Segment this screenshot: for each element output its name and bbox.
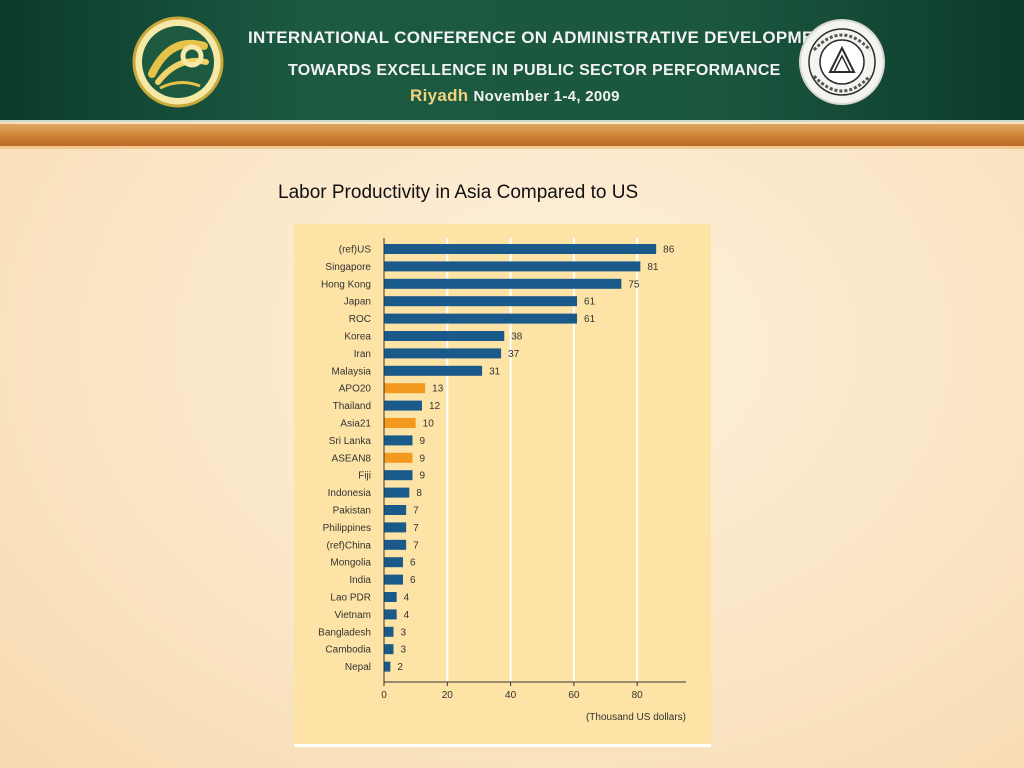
- bar: [384, 557, 403, 568]
- data-label: 7: [413, 506, 419, 517]
- data-label: 4: [404, 610, 410, 621]
- conference-city: Riyadh: [410, 86, 469, 105]
- bar: [384, 609, 397, 620]
- category-label: Vietnam: [334, 610, 371, 621]
- category-label: Iran: [354, 349, 371, 360]
- category-label: ASEAN8: [332, 453, 372, 464]
- category-label: Hong Kong: [321, 279, 371, 290]
- bar: [384, 644, 394, 655]
- category-label: India: [349, 575, 371, 586]
- x-tick-label: 40: [505, 690, 517, 701]
- category-label: Philippines: [323, 523, 371, 534]
- conference-title: INTERNATIONAL CONFERENCE ON ADMINISTRATI…: [248, 28, 837, 47]
- bar: [384, 592, 397, 602]
- bar: [384, 348, 502, 359]
- banner-divider-line: [0, 120, 1024, 122]
- bar: [384, 278, 622, 289]
- chart-panel-bottom-edge: [294, 744, 711, 747]
- x-tick-label: 80: [632, 690, 644, 701]
- category-label: Indonesia: [328, 488, 372, 499]
- data-label: 7: [413, 523, 419, 534]
- category-label: Lao PDR: [330, 593, 371, 604]
- category-label: Malaysia: [332, 366, 372, 377]
- data-label: 9: [419, 436, 425, 447]
- data-label: 86: [663, 245, 675, 256]
- conference-location-dates: Riyadh November 1-4, 2009: [410, 86, 950, 106]
- category-label: Pakistan: [333, 506, 371, 517]
- data-label: 7: [413, 540, 419, 551]
- x-tick-label: 0: [381, 690, 387, 701]
- bar: [384, 470, 413, 481]
- category-label: Korea: [344, 332, 371, 343]
- category-label: Bangladesh: [318, 627, 371, 638]
- bar: [384, 522, 407, 533]
- conference-dates: November 1-4, 2009: [473, 88, 620, 105]
- x-tick-label: 20: [442, 690, 454, 701]
- bar: [384, 400, 422, 411]
- data-label: 6: [410, 558, 416, 569]
- data-label: 8: [416, 488, 422, 499]
- bar: [384, 452, 413, 463]
- category-label: Mongolia: [330, 558, 371, 569]
- category-label: Asia21: [340, 419, 371, 430]
- data-label: 4: [404, 593, 410, 604]
- gold-band-highlight: [0, 146, 1024, 149]
- category-label: (ref)China: [327, 540, 372, 551]
- conference-subtitle: TOWARDS EXCELLENCE IN PUBLIC SECTOR PERF…: [288, 62, 781, 79]
- bar: [384, 505, 407, 515]
- category-label: Thailand: [333, 401, 371, 412]
- data-label: 37: [508, 349, 520, 360]
- chart-panel: (ref)US 86 Singapore 81 Hong Kong 75 Japan 61 RO…: [294, 224, 711, 744]
- category-label: Singapore: [325, 262, 371, 273]
- bar: [384, 331, 505, 341]
- anniversary-50-emblem-icon: [130, 16, 226, 113]
- data-label: 31: [489, 366, 501, 377]
- bar: [384, 487, 410, 498]
- data-label: 6: [410, 575, 416, 586]
- bar: [384, 296, 578, 307]
- bar: [384, 383, 426, 394]
- data-label: 3: [400, 645, 406, 656]
- data-label: 38: [511, 332, 523, 343]
- data-label: 61: [584, 297, 596, 308]
- data-label: 3: [400, 627, 406, 638]
- bar: [384, 574, 403, 585]
- data-label: 13: [432, 384, 444, 395]
- bar: [384, 244, 657, 254]
- bar: [384, 435, 413, 446]
- data-label: 81: [647, 262, 659, 273]
- bar: [384, 626, 394, 637]
- institute-seal-icon: [796, 14, 888, 115]
- data-label: 9: [419, 471, 425, 482]
- data-label: 9: [419, 453, 425, 464]
- bar: [384, 261, 641, 272]
- bar: [384, 365, 483, 376]
- data-label: 10: [423, 419, 435, 430]
- bar: [384, 418, 416, 428]
- data-label: 61: [584, 314, 596, 325]
- category-label: APO20: [339, 384, 372, 395]
- category-label: Sri Lanka: [329, 436, 372, 447]
- bar: [384, 539, 407, 550]
- x-axis-label: (Thousand US dollars): [586, 712, 686, 723]
- category-label: Nepal: [345, 662, 371, 673]
- data-label: 75: [628, 279, 640, 290]
- data-label: 2: [397, 662, 403, 673]
- category-label: Cambodia: [325, 645, 371, 656]
- category-label: ROC: [349, 314, 371, 325]
- data-label: 12: [429, 401, 441, 412]
- x-tick-label: 60: [568, 690, 580, 701]
- category-label: Fiji: [358, 471, 371, 482]
- gold-band: [0, 124, 1024, 146]
- category-label: (ref)US: [339, 245, 372, 256]
- bar: [384, 661, 391, 672]
- slide-title: Labor Productivity in Asia Compared to U…: [278, 182, 639, 203]
- bar: [384, 313, 578, 324]
- category-label: Japan: [344, 297, 371, 308]
